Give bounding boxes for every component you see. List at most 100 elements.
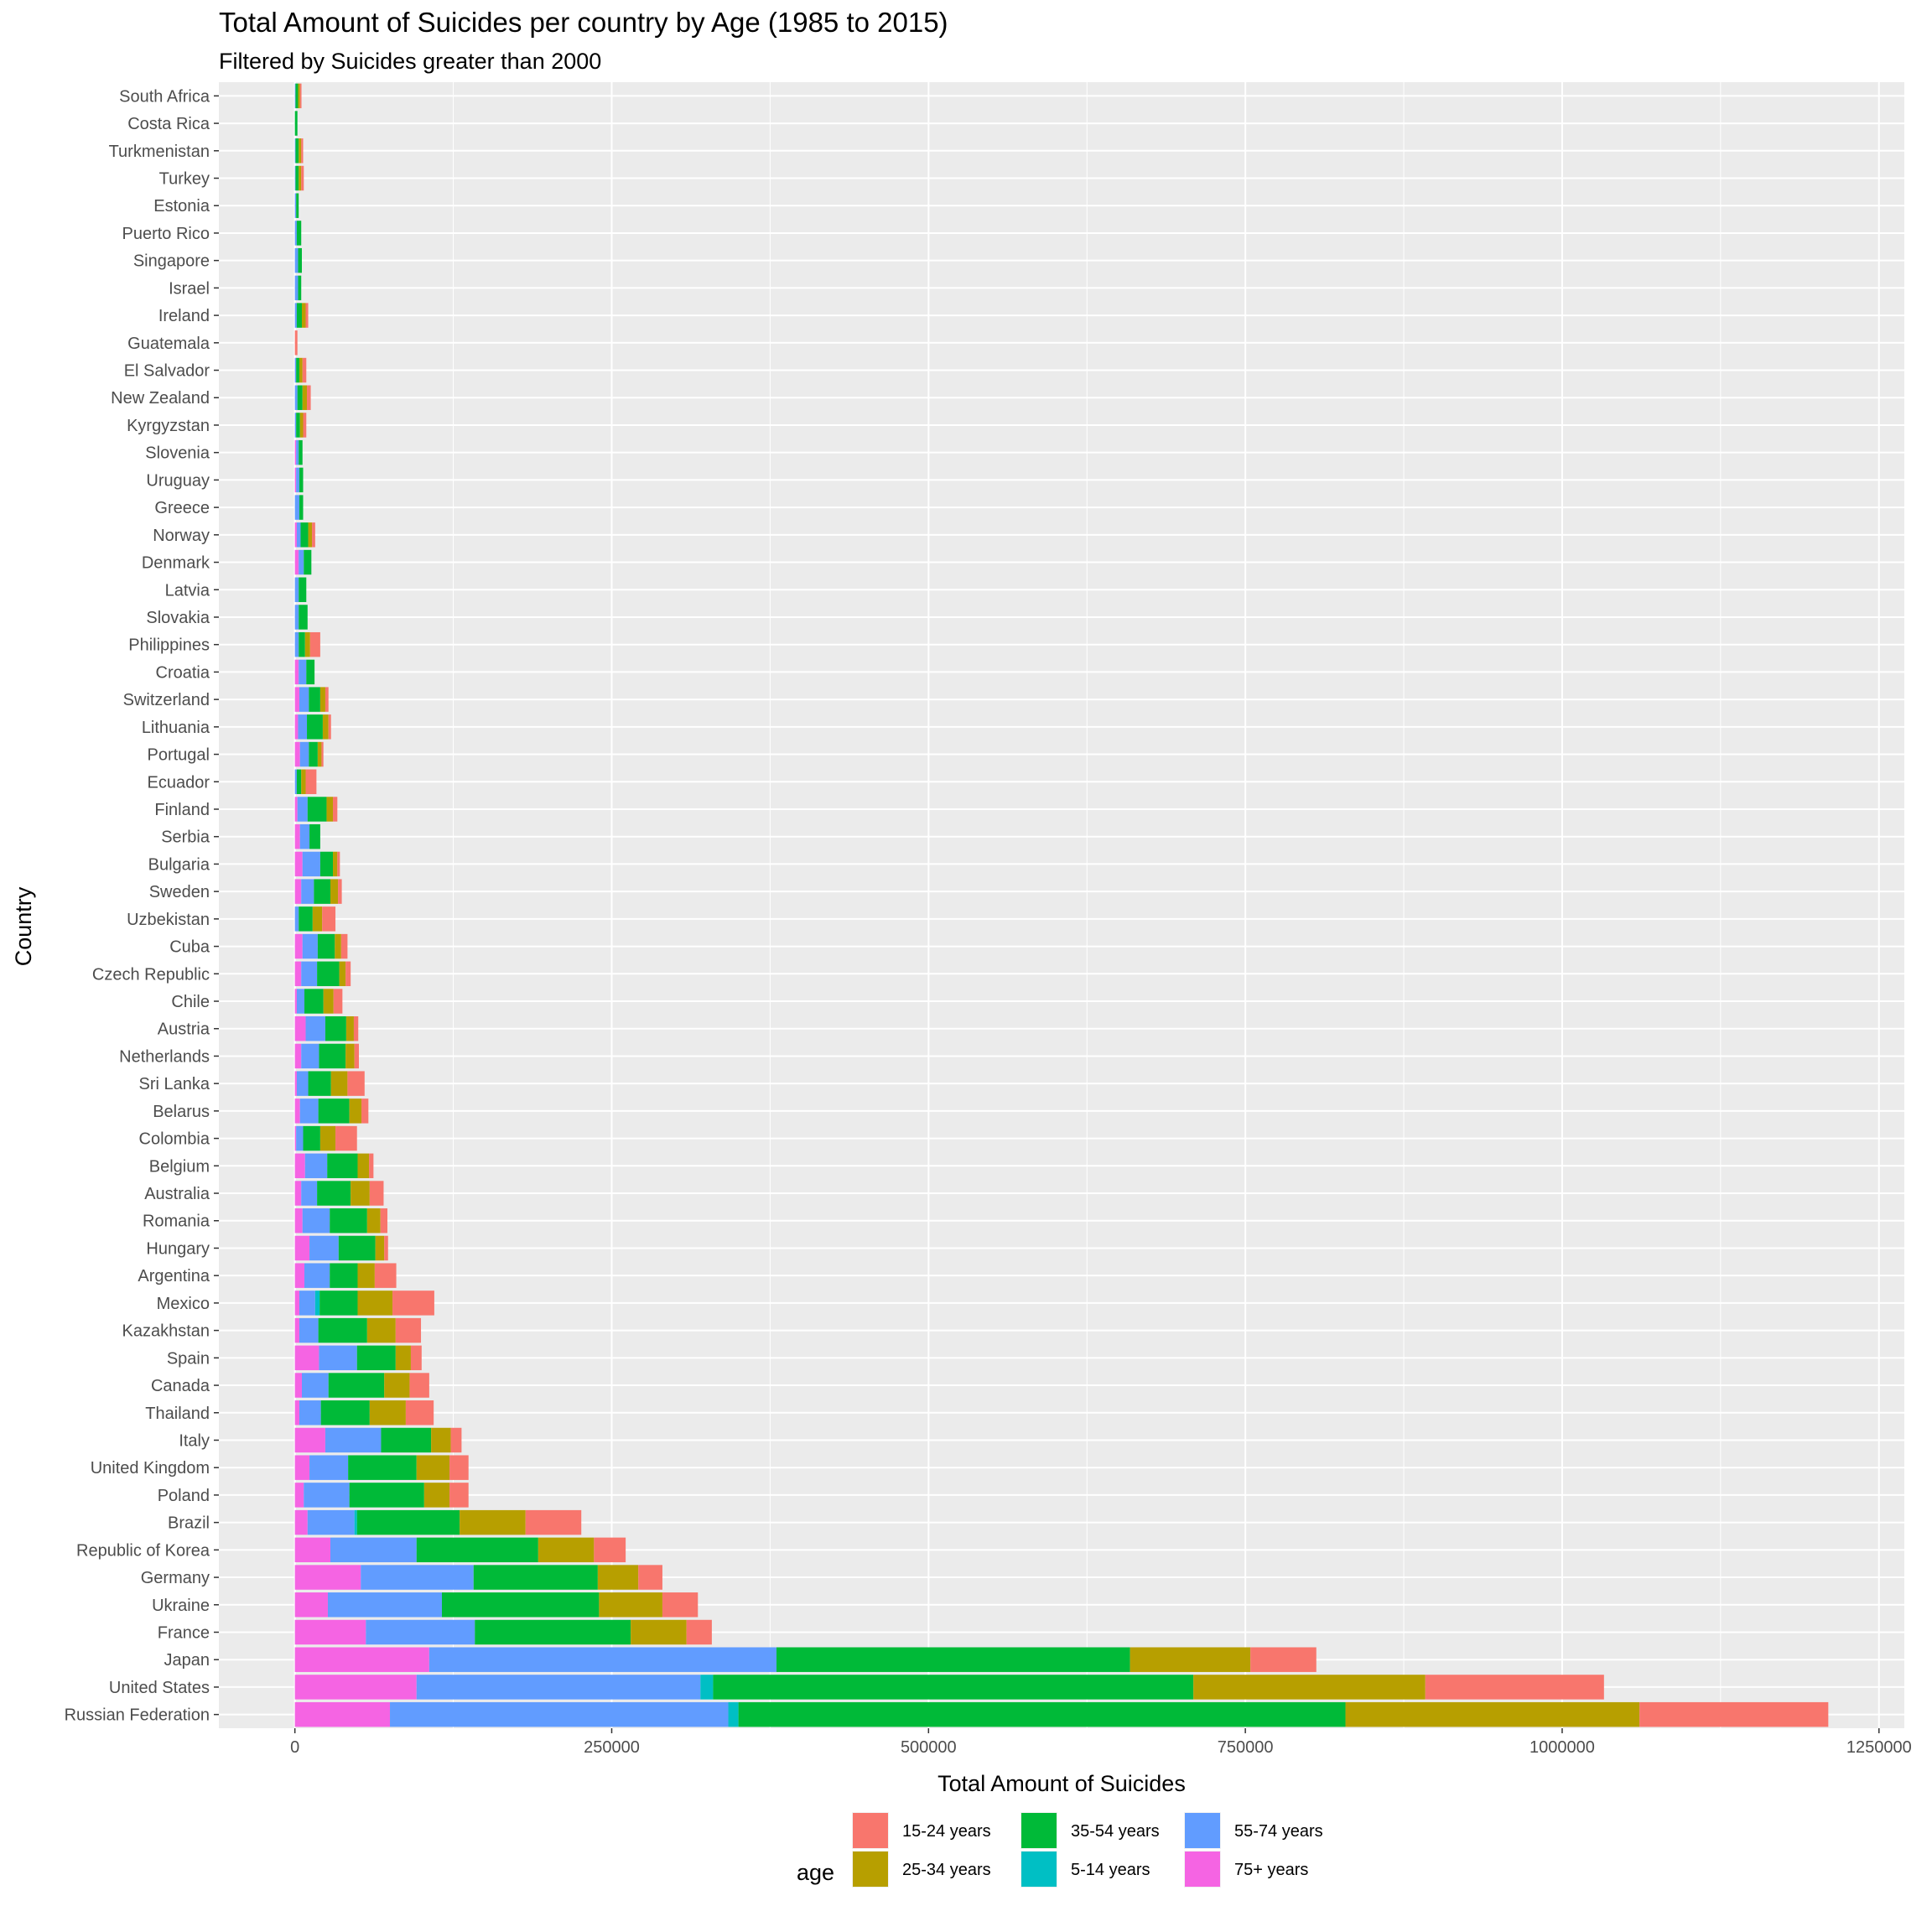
bar-segment (294, 1565, 361, 1590)
y-tick-label: Kyrgyzstan (127, 417, 210, 435)
bar-segment (525, 1509, 582, 1535)
bar-segment (314, 879, 330, 904)
bar-segment (309, 823, 320, 849)
bar-segment (333, 797, 338, 822)
bar-segment (294, 413, 297, 438)
bar-segment (325, 1016, 346, 1041)
bar-segment (296, 357, 299, 383)
y-tick-label: Turkey (159, 170, 210, 189)
legend-label: 75+ years (1234, 1861, 1308, 1879)
bar-segment (304, 1263, 330, 1288)
bar-segment (294, 1427, 325, 1453)
bar-segment (309, 1455, 349, 1480)
bar-segment (325, 687, 329, 712)
bar-segment (295, 165, 299, 191)
bar-segment (296, 467, 299, 493)
y-tick-label: Ecuador (148, 773, 210, 792)
y-tick-label: New Zealand (111, 389, 210, 408)
y-tick-label: Serbia (161, 828, 210, 847)
bar-segment (319, 1291, 358, 1316)
bar-segment (301, 1181, 318, 1206)
bar-segment (299, 1317, 319, 1343)
y-tick-label: Portugal (148, 746, 210, 765)
bar-segment (294, 385, 298, 410)
bar-segment (294, 714, 299, 740)
bar-segment (325, 1427, 382, 1453)
bar-segment (330, 1071, 348, 1096)
legend-item: 25-34 years (852, 1851, 991, 1888)
bar-segment (294, 1345, 319, 1371)
bar-segment (390, 1701, 729, 1727)
bar-segment (299, 906, 313, 932)
bar-segment (299, 413, 304, 438)
y-tick-label: Australia (144, 1185, 210, 1203)
bar-segment (302, 933, 318, 959)
bar-segment (599, 1592, 662, 1618)
bar-segment (299, 1098, 319, 1124)
bar-segment (294, 1400, 299, 1426)
bar-segment (1639, 1701, 1829, 1727)
legend-title: age (797, 1860, 834, 1885)
bar-segment (348, 1455, 417, 1480)
legend-swatch (853, 1852, 888, 1887)
bar-segment (374, 1263, 397, 1288)
bar-segment (298, 714, 308, 740)
y-tick-label: Hungary (146, 1239, 210, 1258)
bar-segment (302, 851, 320, 877)
y-tick-label: Latvia (165, 581, 210, 600)
y-tick-label: Israel (169, 279, 210, 298)
y-tick-label: Croatia (156, 663, 210, 682)
y-tick-label: Finland (154, 801, 210, 819)
y-axis: South Africa Costa Rica Turkmenistan Turkey… (65, 87, 219, 1725)
bar-segment (597, 1565, 639, 1590)
bar-segment (294, 1647, 429, 1672)
bar-segment (375, 1235, 385, 1261)
y-tick-label: Slovenia (145, 444, 210, 463)
bar-segment (328, 1373, 385, 1398)
y-tick-label: Romania (143, 1213, 210, 1231)
bar-segment (296, 193, 299, 218)
bar-segment (317, 961, 340, 987)
y-tick-label: Netherlands (119, 1047, 210, 1066)
x-tick-label: 500000 (901, 1738, 957, 1757)
bar-segment (294, 111, 298, 136)
bar-segment (294, 605, 299, 630)
bar-segment (361, 1565, 474, 1590)
bar-segment (301, 303, 306, 328)
y-tick-label: Estonia (153, 197, 210, 216)
bar-segment (299, 631, 305, 657)
bar-segment (294, 577, 299, 602)
y-tick-label: Greece (154, 499, 210, 517)
bar-segment (381, 1427, 432, 1453)
bar-segment (369, 1181, 384, 1206)
bar-segment (301, 1043, 319, 1069)
bar-segment (431, 1427, 451, 1453)
bar-segment (294, 1291, 299, 1316)
bar-segment (441, 1592, 600, 1618)
legend-swatch (1185, 1813, 1220, 1848)
bar-segment (295, 138, 299, 164)
y-tick-label: Bulgaria (148, 855, 210, 874)
bar-segment (294, 1373, 302, 1398)
bar-segment (686, 1619, 712, 1645)
bar-segment (409, 1373, 429, 1398)
y-tick-label: United Kingdom (91, 1459, 210, 1478)
bar-segment (318, 1098, 350, 1124)
bar-segment (345, 961, 351, 987)
bar-segment (330, 1537, 417, 1563)
bar-segment (294, 1483, 304, 1508)
bar-segment (302, 1208, 330, 1233)
bar-segment (299, 439, 303, 465)
y-tick-label: Sweden (149, 883, 210, 901)
bar-segment (294, 1675, 417, 1700)
bar-segment (294, 797, 298, 822)
y-tick-label: Belarus (153, 1103, 210, 1121)
x-tick-label: 250000 (584, 1738, 640, 1757)
bar-segment (299, 1400, 321, 1426)
bar-segment (294, 961, 302, 987)
bar-segment (327, 1153, 358, 1179)
y-tick-label: Puerto Rico (122, 225, 210, 243)
y-tick-label: France (158, 1623, 210, 1642)
bar-segment (428, 1647, 776, 1672)
bar-segment (416, 1675, 701, 1700)
